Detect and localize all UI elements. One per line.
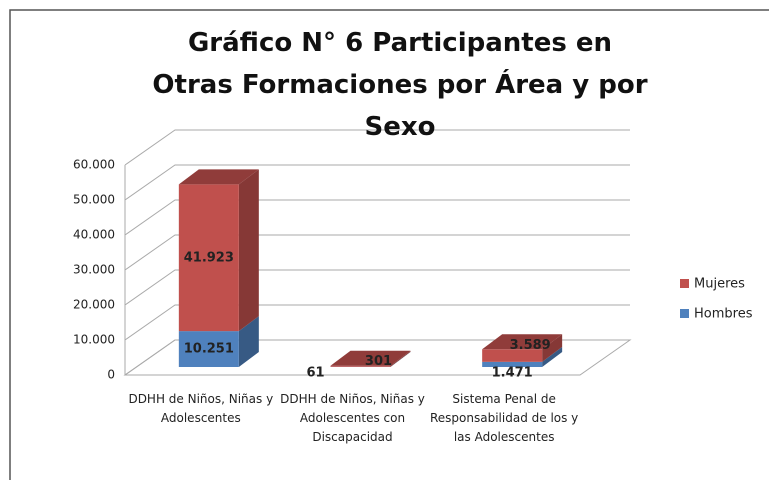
value-label: 3.589 (510, 338, 551, 353)
grid-line (124, 129, 630, 166)
bar (178, 184, 239, 332)
grid-line (124, 339, 630, 376)
frame (9, 9, 769, 480)
bar (482, 349, 543, 362)
bar-side (238, 316, 259, 367)
legend-swatch (680, 309, 689, 318)
value-label: 10.251 (184, 342, 234, 357)
bar (178, 331, 239, 367)
value-label: 1.471 (492, 366, 533, 381)
bar-top (178, 169, 259, 185)
grid-line (124, 234, 630, 271)
chart-title: Gráfico N° 6 Participantes en Otras Form… (152, 28, 648, 142)
x-tick-label: DDHH de Niños, Niñas y Adolescentes con … (280, 392, 425, 444)
bar-side (390, 351, 411, 367)
bar (330, 365, 391, 367)
bar (482, 361, 543, 367)
legend-label: Mujeres (694, 277, 745, 292)
bar-side (542, 346, 563, 367)
value-label: 41.923 (184, 250, 234, 265)
value-label: 301 (365, 354, 392, 369)
y-tick-label: 20.000 (73, 298, 115, 312)
x-tick-label: DDHH de Niños, Niñas y Adolescentes (128, 392, 274, 425)
bar-top (330, 350, 411, 366)
y-tick-label: 40.000 (73, 228, 115, 242)
y-tick-label: 50.000 (73, 193, 115, 207)
y-tick-label: 10.000 (73, 333, 115, 347)
grid-line (124, 164, 630, 201)
bar-side (542, 334, 563, 362)
legend-swatch (680, 279, 689, 288)
bar-side (390, 350, 411, 367)
value-label: 61 (306, 366, 324, 381)
bar-side (238, 169, 259, 332)
grid-line (124, 269, 630, 306)
grid-line (124, 304, 630, 341)
grid-line (124, 199, 630, 236)
y-tick-label: 60.000 (73, 158, 115, 172)
legend-label: Hombres (694, 307, 753, 322)
y-tick-label: 30.000 (73, 263, 115, 277)
bar-top (482, 334, 563, 350)
x-tick-label: Sistema Penal de Responsabilidad de los … (430, 392, 579, 444)
y-tick-label: 0 (107, 368, 115, 382)
